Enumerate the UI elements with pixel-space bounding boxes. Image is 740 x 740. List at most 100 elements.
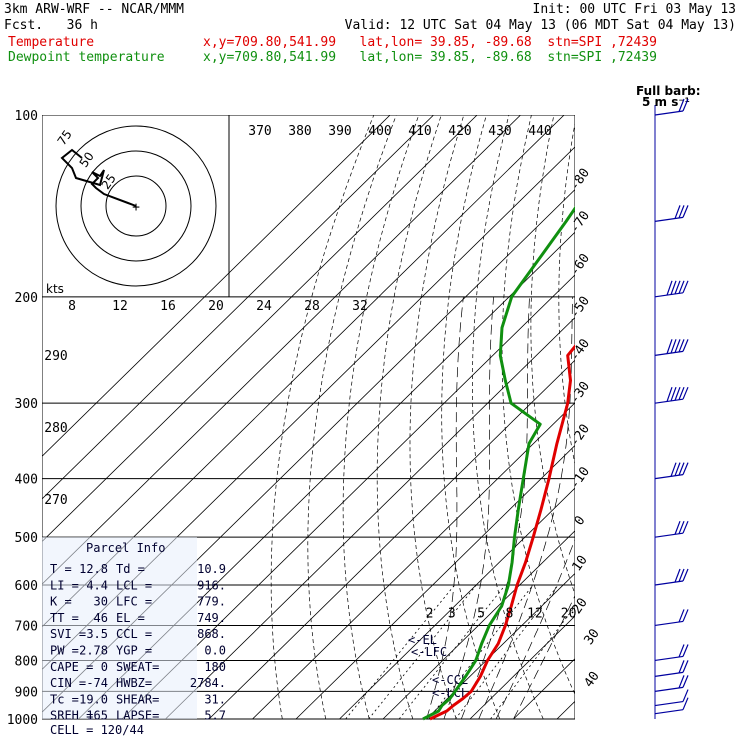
wind-barb-flag-200-2	[674, 280, 681, 295]
dry-adiabat-370	[638, 115, 740, 719]
valid-time: Valid: 12 UTC Sat 04 May 13 (06 MDT Sat …	[344, 18, 736, 33]
temperature-legend: Temperature	[8, 35, 95, 50]
parcel-row-label2-2: LFC =	[116, 595, 152, 609]
pressure-label-100: 100	[15, 109, 38, 124]
parcel-row-label-0: T =	[50, 562, 72, 576]
parcel-row-value2-9: 5.7	[204, 709, 226, 723]
wind-barb-250	[654, 350, 684, 356]
speed-label-32: 32	[352, 299, 368, 314]
dry-adiabat-310	[472, 115, 544, 720]
wind-barb-flag-250-2	[674, 339, 681, 353]
level-marker-1: <-LFC	[411, 645, 447, 659]
theta-label-390: 390	[328, 124, 351, 139]
theta-label-410: 410	[408, 124, 431, 139]
parcel-row-value-8: 19.0	[79, 692, 108, 706]
mixing-ratio-label-3: 3	[448, 606, 456, 621]
wind-barb-flag-300-1	[678, 386, 685, 401]
parcel-row-label-3: TT =	[50, 611, 79, 625]
wind-legend-units: 5 m s⁻¹	[642, 95, 690, 109]
moist-adiabat-14	[443, 296, 494, 720]
parcel-row-value-2: 30	[94, 595, 108, 609]
dry-adiabat-400	[711, 115, 740, 719]
dewpoint-trace	[422, 205, 575, 721]
parcel-row-label-6: CAPE =	[50, 660, 93, 674]
mixing-ratio-label-8: 8	[505, 606, 513, 621]
wind-barb-flag-200-0	[682, 280, 689, 294]
wind-barb-900	[654, 686, 684, 692]
wind-barb-flag-250-1	[678, 339, 685, 353]
isotherm-20	[469, 615, 575, 720]
wind-barb-flag-400-0	[682, 462, 689, 475]
isotherm--30	[252, 402, 575, 720]
isotherm--50	[165, 316, 575, 720]
parcel-row-label-5: PW =	[50, 644, 79, 658]
model-title: 3km ARW-WRF -- NCAR/MMM	[4, 2, 185, 17]
wind-barb-flag-800-0	[682, 644, 689, 657]
wind-barb-flag-600-2	[674, 568, 681, 583]
wind-barb-flag-300-4	[666, 386, 673, 402]
wind-barb-flag-850-1	[678, 660, 685, 674]
isotherm-0	[382, 530, 575, 720]
parcel-row-value2-4: 868.	[197, 627, 226, 641]
theta-label-370: 370	[248, 124, 271, 139]
mixing-ratio-label-12: 12	[527, 606, 543, 621]
theta-label-280: 280	[44, 421, 67, 436]
isotherm-40	[556, 700, 575, 720]
parcel-row-label2-4: CCL =	[116, 627, 152, 641]
diagram-grid	[42, 115, 740, 720]
isotherm-label--80: -80	[567, 166, 593, 194]
wind-barb-flag-100-0	[682, 98, 689, 112]
isotherm-label-30: 30	[581, 626, 602, 647]
parcel-row-label2-1: LCL =	[116, 578, 152, 592]
isotherm-label--60: -60	[567, 251, 593, 279]
forecast-hour: Fcst. 36 h	[4, 18, 98, 33]
dry-adiabat-380	[663, 115, 740, 719]
parcel-cell: CELL = 120/44	[50, 723, 144, 737]
parcel-info-box: Parcel Info T = 12.8 Td = 10.9 LI = 4.4 LCL = 91…	[42, 537, 468, 737]
sounding-traces	[422, 205, 575, 721]
pressure-label-500: 500	[15, 531, 38, 546]
parcel-row-label-8: Tc =	[50, 692, 79, 706]
isotherm-label--10: -10	[567, 464, 593, 492]
parcel-row-value-4: 3.5	[86, 627, 108, 641]
theta-label-380: 380	[288, 124, 311, 139]
dry-adiabat-330	[530, 115, 575, 596]
parcel-row-value2-5: 0.0	[204, 644, 226, 658]
theta-label-270: 270	[44, 493, 67, 508]
temperature-location: x,y=709.80,541.99 lat,lon= 39.85, -89.68…	[203, 35, 657, 50]
mixing-ratio-5	[398, 584, 506, 720]
wind-barb-850	[654, 671, 684, 677]
wind-barb-flag-850-0	[682, 660, 689, 673]
wind-profile: Full barb:5 m s⁻¹	[636, 84, 701, 719]
wind-barb-flag-600-0	[682, 568, 689, 582]
pressure-label-900: 900	[15, 685, 38, 700]
isotherm--60	[121, 274, 575, 720]
pressure-label-700: 700	[15, 619, 38, 634]
parcel-row-value-1: 4.4	[86, 578, 108, 592]
parcel-row-value2-1: 916.	[197, 578, 226, 592]
wind-barb-150	[654, 216, 684, 222]
dry-adiabat-350	[586, 115, 717, 719]
theta-label-290: 290	[44, 349, 67, 364]
wind-barb-flag-300-2	[674, 386, 681, 401]
mixing-ratio-2	[345, 584, 455, 720]
wind-barb-flag-500-0	[682, 520, 689, 534]
dry-adiabat-410	[734, 115, 740, 719]
parcel-info-title: Parcel Info	[86, 541, 165, 555]
wind-barb-flag-150-1	[678, 205, 685, 219]
init-time: Init: 00 UTC Fri 03 May 13	[532, 2, 737, 17]
parcel-row-label-9: SREH =	[50, 709, 93, 723]
wind-barb-flag-200-3	[670, 280, 677, 295]
pressure-label-800: 800	[15, 654, 38, 669]
dewpoint-location: x,y=709.80,541.99 lat,lon= 39.85, -89.68…	[203, 50, 657, 65]
speed-label-28: 28	[304, 299, 320, 314]
dry-adiabat-280	[376, 115, 442, 720]
wind-barb-flag-500-1	[678, 520, 685, 534]
dry-adiabat-300	[441, 115, 501, 720]
parcel-row-label2-5: YGP =	[116, 644, 152, 658]
theta-label-430: 430	[488, 124, 511, 139]
parcel-row-label-4: SVI =	[50, 627, 86, 641]
dry-adiabat-360	[612, 115, 740, 719]
parcel-row-value-3: 46	[94, 611, 108, 625]
